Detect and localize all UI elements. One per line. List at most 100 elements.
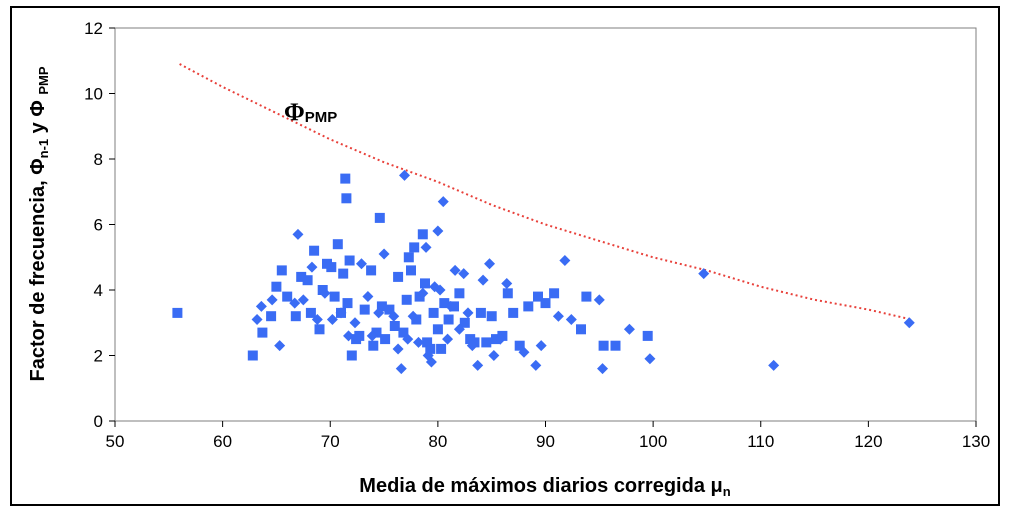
square-point — [401, 294, 412, 305]
square-point — [428, 307, 439, 318]
square-point — [380, 334, 391, 345]
y-tick-label: 12 — [84, 19, 103, 38]
data-points — [172, 169, 915, 375]
diamond-point — [355, 258, 367, 270]
square-point — [533, 291, 543, 302]
square-point — [581, 291, 592, 302]
square-point — [610, 340, 621, 351]
diamond-point — [407, 310, 419, 322]
phi-pmp-curve — [179, 63, 912, 321]
diamond-point — [266, 294, 278, 306]
diamond-point — [472, 359, 484, 371]
diamond-point — [449, 264, 461, 276]
x-tick-label: 50 — [106, 432, 125, 451]
diamond-point — [494, 333, 506, 345]
y-tick-label: 4 — [94, 281, 103, 300]
square-point — [406, 265, 416, 276]
square-point — [475, 307, 486, 318]
diamond-point — [425, 356, 437, 368]
diamond-point — [768, 359, 780, 371]
square-point — [341, 193, 352, 204]
square-point — [309, 245, 320, 256]
diamond-point — [458, 268, 470, 280]
square-point — [598, 340, 609, 351]
square-point — [439, 298, 450, 309]
diamond-point — [274, 340, 286, 352]
square-point — [508, 307, 519, 318]
square-point — [576, 324, 586, 335]
diamond-point — [388, 310, 400, 322]
square-point — [481, 337, 492, 348]
diamond-point — [698, 268, 710, 280]
diamond-point — [319, 287, 331, 299]
diamond-point — [373, 307, 385, 319]
diamond-point — [530, 359, 542, 371]
diamond-point — [395, 363, 407, 375]
square-point — [420, 278, 430, 289]
x-tick-label: 110 — [747, 432, 774, 451]
diamond-point — [289, 297, 301, 309]
diamond-point — [501, 277, 513, 289]
diamond-point — [462, 307, 474, 319]
x-tick-label: 100 — [639, 432, 667, 451]
square-point — [540, 298, 551, 309]
square-point — [305, 307, 316, 318]
square-point — [502, 288, 513, 299]
diamond-point — [349, 317, 361, 329]
square-point — [422, 337, 433, 348]
square-point — [523, 301, 534, 312]
square-point — [282, 291, 293, 302]
square-point — [436, 343, 447, 354]
square-point — [257, 327, 268, 338]
x-tick-label: 130 — [962, 432, 990, 451]
square-point — [366, 265, 377, 276]
square-point — [326, 262, 337, 273]
square-point — [266, 311, 277, 322]
diamond-point — [420, 241, 432, 253]
diamond-point — [623, 323, 635, 335]
diamond-point — [417, 287, 429, 299]
diamond-point — [392, 343, 404, 355]
chart-frame — [10, 6, 1000, 506]
square-point — [374, 212, 385, 223]
diamond-point — [297, 294, 309, 306]
square-point — [454, 288, 465, 299]
diamond-point — [362, 291, 374, 303]
square-point — [376, 301, 387, 312]
x-axis-title-sub: n — [723, 484, 731, 499]
diamond-point — [402, 333, 414, 345]
diamond-point — [432, 225, 444, 237]
phi-pmp-envelope — [179, 63, 912, 321]
square-point — [417, 229, 428, 240]
diamond-point — [306, 261, 318, 273]
square-point — [338, 268, 349, 279]
square-point — [172, 307, 183, 318]
square-point — [340, 173, 351, 184]
y-axis-title-mid: y Φ — [27, 95, 49, 139]
x-tick-label: 120 — [854, 432, 882, 451]
square-point — [384, 304, 395, 315]
diamond-point — [442, 333, 454, 345]
diamond-point — [292, 228, 304, 240]
square-point — [443, 314, 454, 325]
diamond-point — [552, 310, 564, 322]
square-point — [411, 314, 422, 325]
square-point — [344, 255, 355, 266]
square-point — [642, 330, 653, 341]
diamond-point — [535, 340, 547, 352]
diamond-point — [453, 323, 465, 335]
square-point — [314, 324, 325, 335]
square-point — [403, 252, 414, 263]
diamond-point — [343, 330, 355, 342]
y-tick-label: 8 — [94, 150, 103, 169]
square-point — [302, 275, 313, 286]
diamond-point — [335, 307, 347, 319]
diamond-point — [255, 300, 267, 312]
x-tick-label: 90 — [536, 432, 555, 451]
square-point — [371, 327, 382, 338]
diamond-point — [484, 258, 496, 270]
square-point — [398, 327, 409, 338]
square-point — [271, 281, 282, 292]
square-point — [414, 291, 425, 302]
